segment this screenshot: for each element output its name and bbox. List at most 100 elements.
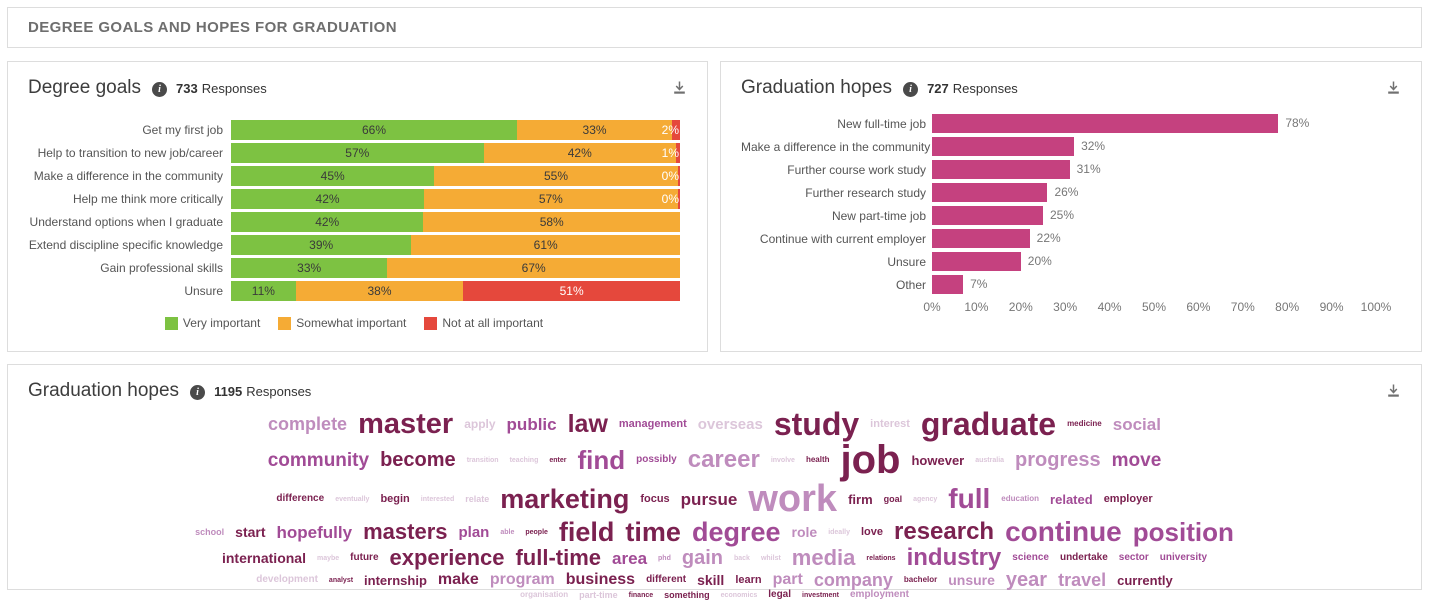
legend-swatch-orange <box>278 316 292 330</box>
cloud-word: back <box>733 554 750 562</box>
panel-title: Degree goals <box>28 77 142 98</box>
graduation-hopes-header: Graduation hopes i 727 Responses <box>721 62 1421 99</box>
segment-orange[interactable]: 38% <box>295 281 464 301</box>
cloud-word: relations <box>866 554 896 562</box>
segment-red-value: 0% <box>661 192 679 206</box>
responses-count: 727 <box>927 80 949 96</box>
cloud-word: australia <box>975 456 1005 464</box>
category-label: Help me think more critically <box>72 192 223 206</box>
download-button[interactable] <box>1384 381 1403 401</box>
cloud-word: agency <box>913 495 938 503</box>
download-button[interactable] <box>670 78 689 98</box>
stacked-bar-row: Unsure 11% 38% 51% <box>28 281 680 301</box>
x-axis-tick: 20% <box>1008 300 1033 314</box>
cloud-word: start <box>235 524 266 540</box>
category-label: Other <box>895 277 926 292</box>
category-label: Make a difference in the community <box>33 169 223 183</box>
bar[interactable] <box>932 275 964 294</box>
bar[interactable] <box>932 137 1075 156</box>
stacked-bar[interactable]: 11% 38% 51% <box>231 281 680 301</box>
segment-green[interactable]: 66% <box>231 120 518 140</box>
stacked-bar-row: Extend discipline specific knowledge 39% 6… <box>28 235 680 255</box>
cloud-word: complete <box>268 414 348 434</box>
segment-green[interactable]: 33% <box>231 258 388 278</box>
cloud-word: undertake <box>1059 552 1108 563</box>
cloud-word: education <box>1001 494 1040 503</box>
x-axis-tick: 10% <box>964 300 989 314</box>
download-button[interactable] <box>1384 78 1403 98</box>
legend-item: Very important <box>164 316 261 330</box>
cloud-word: analyst <box>328 576 354 584</box>
segment-red-value: 0% <box>661 169 679 183</box>
segment-red[interactable]: 51% <box>463 281 680 301</box>
bar-zone: 20% <box>932 252 1376 271</box>
segment-orange[interactable]: 61% <box>411 235 680 255</box>
cloud-word: related <box>1050 491 1093 507</box>
segment-orange[interactable]: 58% <box>423 212 680 232</box>
word-cloud-row: organisation part-time finance something eco… <box>28 590 1401 600</box>
stacked-bar[interactable]: 33% 67% <box>231 258 680 278</box>
segment-green[interactable]: 42% <box>231 189 425 209</box>
segment-green[interactable]: 57% <box>231 143 484 163</box>
cloud-word: interested <box>420 495 455 503</box>
segment-red[interactable] <box>675 143 680 163</box>
segment-green[interactable]: 45% <box>231 166 435 186</box>
cloud-word: study <box>773 406 860 442</box>
cloud-word: phd <box>658 554 671 562</box>
legend-label: Very important <box>182 316 261 330</box>
bar[interactable] <box>932 160 1070 179</box>
segment-green[interactable]: 11% <box>231 281 296 301</box>
cloud-word: pursue <box>680 489 738 509</box>
category-label: Continue with current employer <box>759 231 926 246</box>
x-axis-tick: 30% <box>1053 300 1078 314</box>
segment-orange[interactable]: 42% <box>483 143 676 163</box>
stacked-bar[interactable]: 57% 42% 1% <box>231 143 680 163</box>
x-axis-tick: 80% <box>1275 300 1300 314</box>
segment-red[interactable] <box>677 189 680 209</box>
segment-green[interactable]: 42% <box>231 212 424 232</box>
cloud-word: find <box>577 445 626 475</box>
bar[interactable] <box>932 206 1043 225</box>
bar[interactable] <box>932 114 1279 133</box>
cloud-word: job <box>840 438 901 482</box>
category-label: Understand options when I graduate <box>29 215 223 229</box>
segment-green[interactable]: 39% <box>231 235 412 255</box>
cloud-word: goal <box>883 493 903 504</box>
bar-zone: 32% <box>932 137 1376 156</box>
x-axis-tick: 50% <box>1141 300 1167 314</box>
segment-orange[interactable]: 55% <box>434 166 678 186</box>
stacked-bar[interactable]: 45% 55% 0% <box>231 166 680 186</box>
stacked-bar[interactable]: 66% 33% 2% <box>231 120 680 140</box>
segment-red[interactable] <box>677 166 680 186</box>
chart-legend: Very important Somewhat important Not at a… <box>28 316 680 330</box>
cloud-word: possibly <box>636 454 677 465</box>
bar[interactable] <box>932 183 1048 202</box>
segment-orange[interactable]: 33% <box>517 120 673 140</box>
info-icon[interactable]: i <box>903 81 919 97</box>
segment-red[interactable] <box>672 120 680 140</box>
segment-orange[interactable]: 57% <box>424 189 678 209</box>
legend-swatch-red <box>424 316 438 330</box>
cloud-word: begin <box>380 492 410 505</box>
cloud-word: social <box>1112 414 1161 434</box>
cloud-word: eventually <box>335 495 370 503</box>
info-icon[interactable]: i <box>190 384 206 400</box>
stacked-bar[interactable]: 39% 61% <box>231 235 680 255</box>
stacked-bar[interactable]: 42% 57% 0% <box>231 189 680 209</box>
bar-zone: 22% <box>932 229 1376 248</box>
stacked-bar[interactable]: 42% 58% <box>231 212 680 232</box>
segment-orange[interactable]: 67% <box>387 258 680 278</box>
cloud-word: make <box>437 571 479 588</box>
download-icon <box>674 81 685 94</box>
cloud-word: involve <box>770 456 795 464</box>
bar[interactable] <box>932 252 1021 271</box>
degree-goals-chart-rows: Get my first job 66% 33% 2% Help to transiti… <box>28 120 680 301</box>
charts-row: Degree goals i 733 Responses Get my firs… <box>7 61 1422 352</box>
legend-label: Not at all important <box>442 316 544 330</box>
download-icon <box>1388 81 1399 94</box>
cloud-word: internship <box>364 572 427 588</box>
info-icon[interactable]: i <box>152 81 168 97</box>
bar[interactable] <box>932 229 1030 248</box>
responses-count: 733 <box>176 80 198 96</box>
stacked-bar-row: Gain professional skills 33% 67% <box>28 258 680 278</box>
